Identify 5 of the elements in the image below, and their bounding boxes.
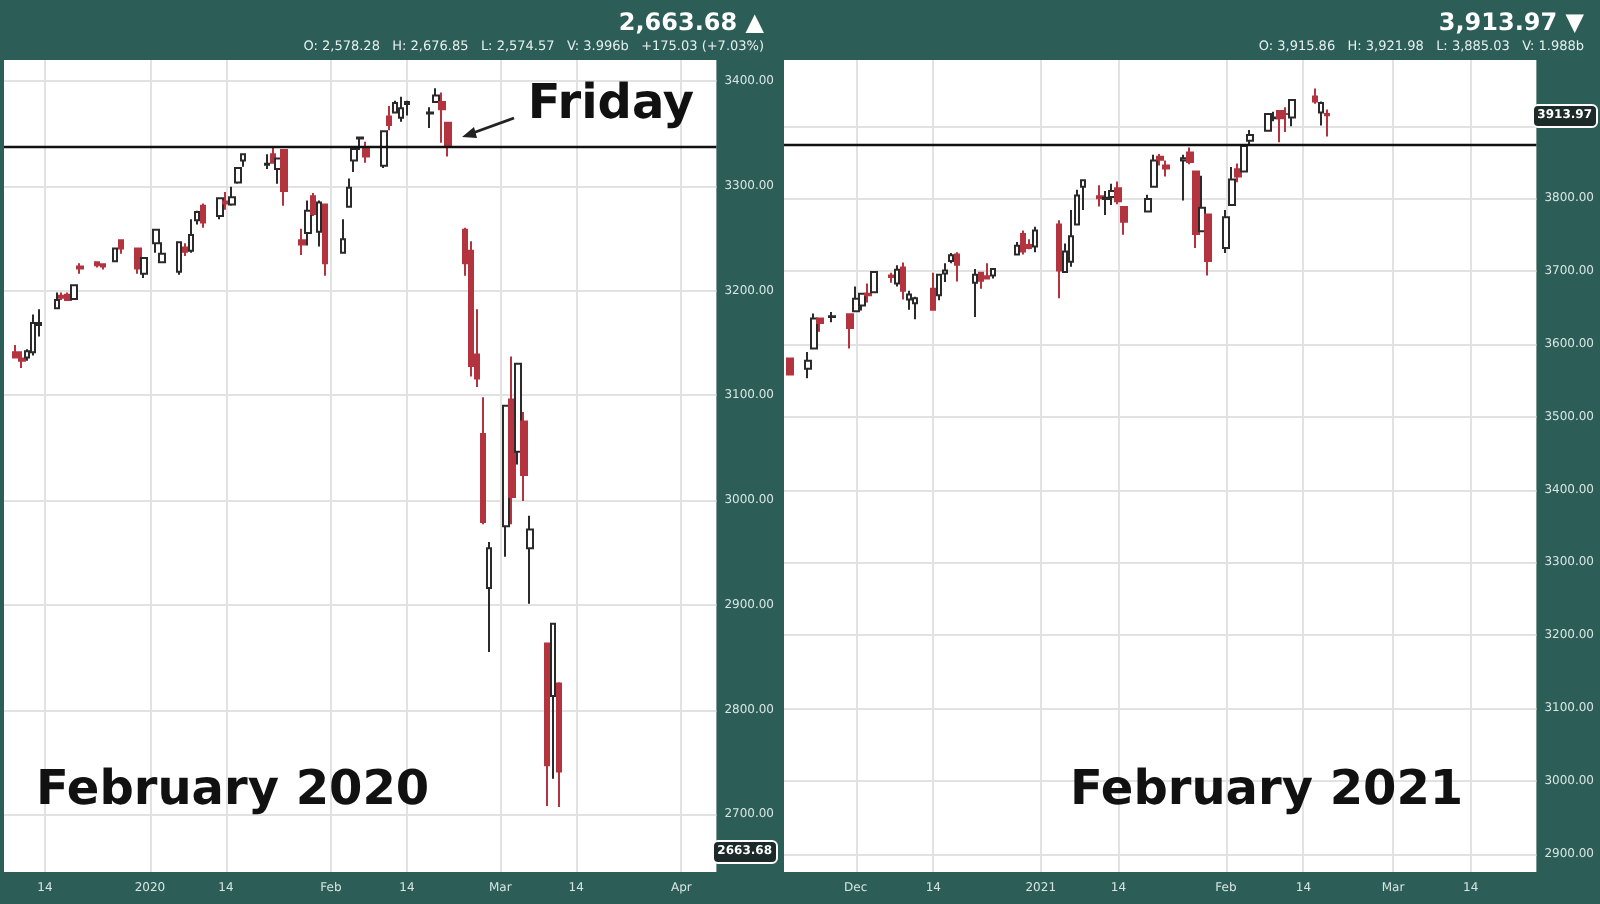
text: 2,663.68 ▲ [618,8,764,36]
annotation: February 2021 [1070,760,1464,816]
annotation: Friday [527,74,695,131]
annotation: February 2020 [36,760,430,816]
text: 3,913.97 ▼ [1438,8,1584,36]
